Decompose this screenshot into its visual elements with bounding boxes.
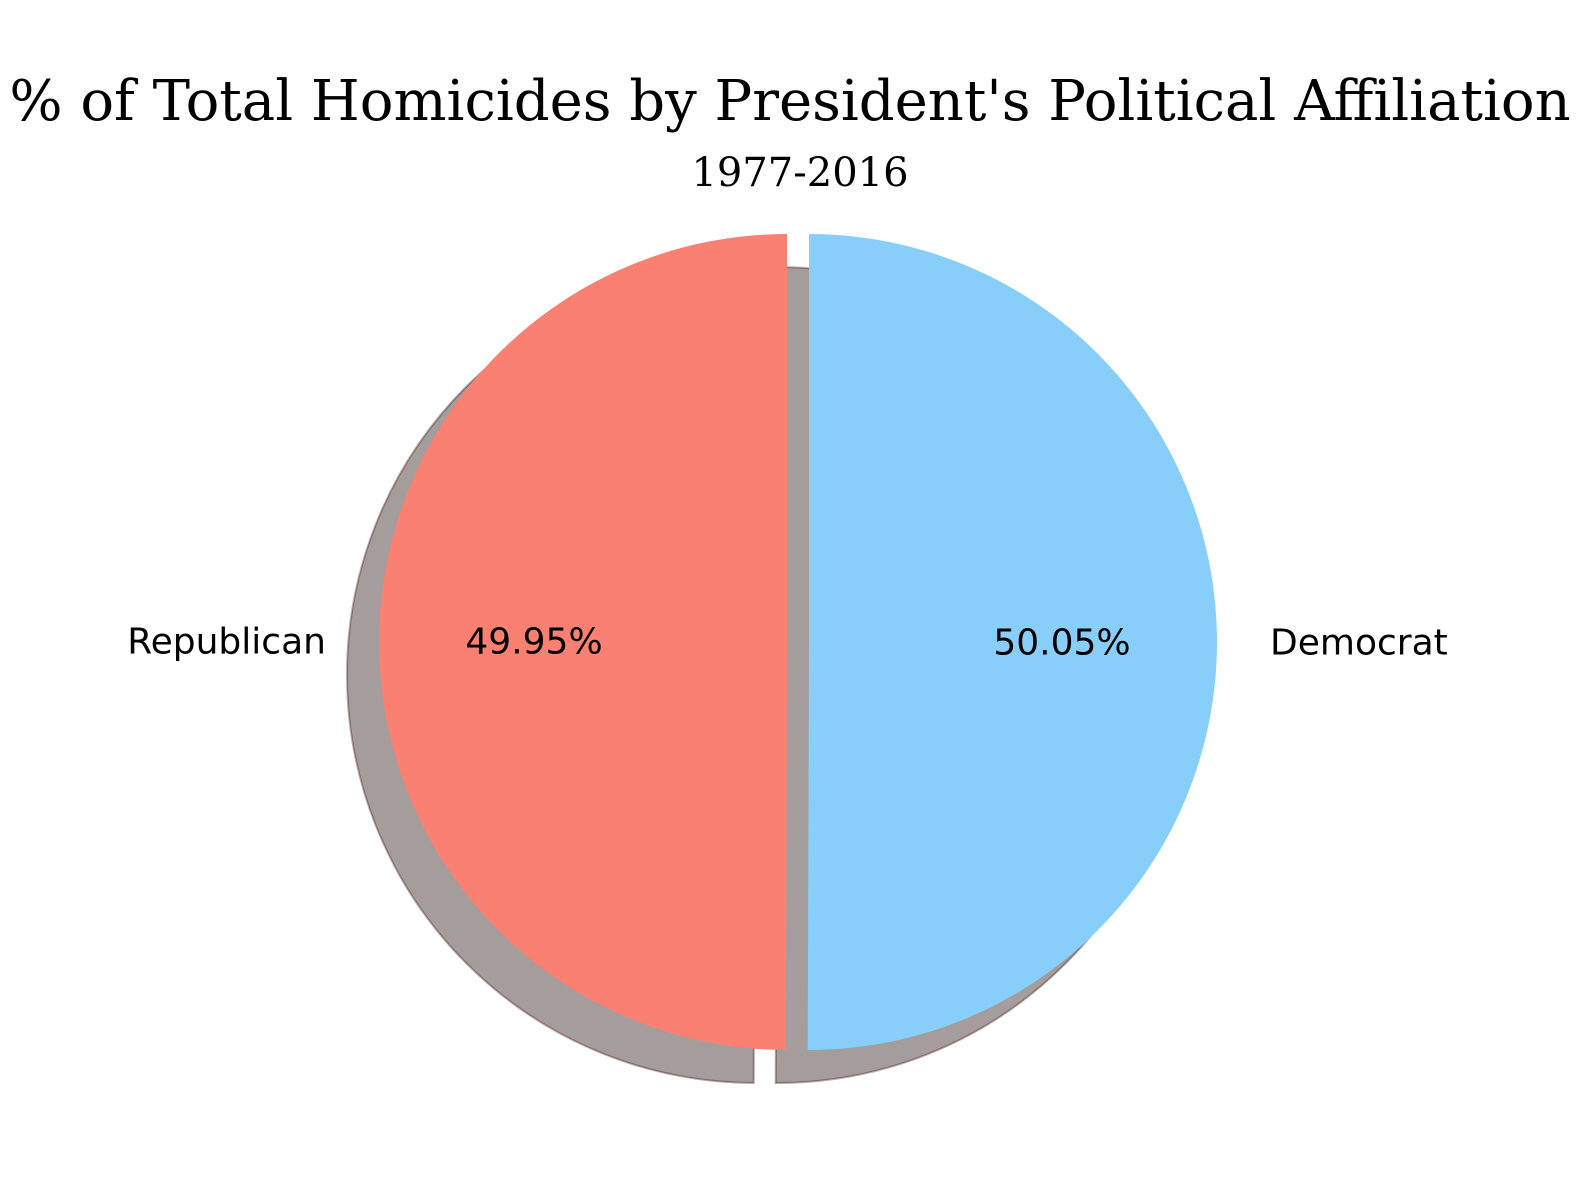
pct-label-republican: 49.95% (465, 622, 602, 663)
category-label-democrat: Democrat (1270, 623, 1448, 664)
pct-label-democrat: 50.05% (993, 622, 1130, 663)
chart-subtitle: 1977-2016 (691, 150, 908, 196)
slice-democrat (807, 234, 1217, 1051)
category-label-republican: Republican (127, 621, 326, 662)
slice-republican (378, 233, 787, 1050)
slice-labels: 49.95% Republican 50.05% Democrat (127, 621, 1448, 663)
chart-title: % of Total Homicides by President's Poli… (9, 69, 1570, 134)
pie-slices (378, 233, 1217, 1051)
